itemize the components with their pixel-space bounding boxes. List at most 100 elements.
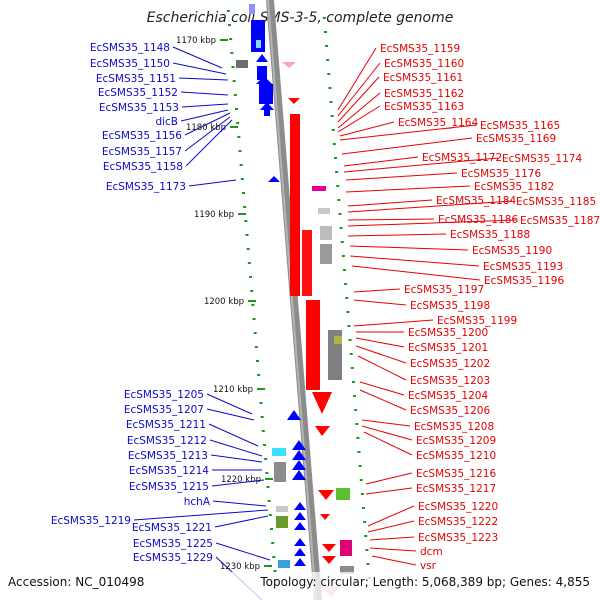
gene-arrow-forward: [256, 76, 272, 84]
gene-label[interactable]: dcm: [420, 546, 443, 558]
gene-label[interactable]: EcSMS35_1150: [90, 58, 170, 70]
gene-label[interactable]: EcSMS35_1148: [90, 42, 170, 54]
gene-label[interactable]: EcSMS35_1201: [408, 342, 488, 354]
gene-label[interactable]: EcSMS35_1197: [404, 284, 484, 296]
gene-label[interactable]: EcSMS35_1205: [124, 389, 204, 401]
gene-block-forward: [251, 20, 265, 52]
ring-tick-dot: [245, 234, 249, 236]
gene-label[interactable]: EcSMS35_1187: [520, 215, 600, 227]
gene-label[interactable]: EcSMS35_1213: [128, 450, 208, 462]
gene-label[interactable]: EcSMS35_1217: [416, 483, 496, 495]
gene-label[interactable]: EcSMS35_1184: [436, 195, 516, 207]
tick-label: 1170 kbp: [176, 36, 216, 46]
gene-label[interactable]: EcSMS35_1162: [384, 88, 464, 100]
gene-label[interactable]: EcSMS35_1206: [410, 405, 490, 417]
ring-tick-dot: [342, 269, 346, 271]
gene-label[interactable]: EcSMS35_1169: [476, 133, 556, 145]
ring-tick-dot: [243, 206, 247, 208]
gene-label[interactable]: EcSMS35_1174: [502, 153, 582, 165]
gene-label[interactable]: EcSMS35_1160: [384, 58, 464, 70]
gene-label[interactable]: EcSMS35_1163: [384, 101, 464, 113]
ring-tick-dot: [355, 423, 359, 425]
genome-backbone: [266, 0, 322, 600]
gene-label[interactable]: dicB: [155, 116, 178, 128]
gene-block-reverse: [340, 540, 352, 556]
gene-label[interactable]: EcSMS35_1188: [450, 229, 530, 241]
gene-label[interactable]: EcSMS35_1165: [480, 120, 560, 132]
ring-tick-dot: [326, 59, 330, 61]
gene-label[interactable]: EcSMS35_1221: [132, 522, 212, 534]
gene-label[interactable]: EcSMS35_1216: [416, 468, 496, 480]
gene-label[interactable]: EcSMS35_1200: [408, 327, 488, 339]
gene-label[interactable]: EcSMS35_1186: [438, 214, 518, 226]
gene-label[interactable]: EcSMS35_1220: [418, 501, 498, 513]
gene-label[interactable]: EcSMS35_1164: [398, 117, 478, 129]
gene-arrow-reverse: [315, 426, 330, 436]
gene-arrow-forward: [292, 440, 306, 450]
gene-label[interactable]: EcSMS35_1153: [99, 102, 179, 114]
ring-tick-dot: [322, 17, 326, 19]
gene-label[interactable]: EcSMS35_1210: [416, 450, 496, 462]
gene-label[interactable]: vsr: [420, 560, 437, 572]
gene-label[interactable]: EcSMS35_1202: [410, 358, 490, 370]
gene-label[interactable]: EcSMS35_1157: [102, 146, 182, 158]
ring-tick-dot: [247, 262, 251, 264]
gene-label[interactable]: EcSMS35_1222: [418, 516, 498, 528]
gene-arrow-forward: [260, 102, 274, 110]
gene-arrow-reverse: [320, 514, 330, 520]
gene-label[interactable]: hchA: [184, 496, 211, 508]
gene-label[interactable]: EcSMS35_1161: [383, 72, 463, 84]
gene-label[interactable]: EcSMS35_1207: [124, 404, 204, 416]
gene-label[interactable]: EcSMS35_1204: [408, 390, 488, 402]
ring-tick-dot: [325, 45, 329, 47]
gene-arrow-forward: [292, 470, 306, 480]
gene-label[interactable]: EcSMS35_1156: [102, 130, 182, 142]
ring-tick-dot: [257, 374, 261, 376]
gene-label[interactable]: EcSMS35_1190: [472, 245, 552, 257]
gene-block-forward: [249, 4, 255, 14]
accession-text: Accession: NC_010498: [8, 575, 144, 589]
gene-label[interactable]: EcSMS35_1229: [133, 552, 213, 564]
gene-arrow-forward: [268, 176, 280, 182]
gene-block-forward: [259, 84, 273, 104]
gene-arrow-reverse: [322, 556, 336, 564]
gene-label[interactable]: EcSMS35_1225: [133, 538, 213, 550]
gene-label[interactable]: EcSMS35_1182: [474, 181, 554, 193]
gene-label[interactable]: EcSMS35_1151: [96, 73, 176, 85]
gene-label[interactable]: EcSMS35_1176: [461, 168, 541, 180]
gene-label[interactable]: EcSMS35_1198: [410, 300, 490, 312]
ring-tick-dot: [266, 486, 270, 488]
gene-label[interactable]: EcSMS35_1199: [437, 315, 517, 327]
gene-label[interactable]: EcSMS35_1185: [516, 196, 596, 208]
gene-label[interactable]: EcSMS35_1159: [380, 43, 460, 55]
gene-label[interactable]: EcSMS35_1215: [129, 481, 209, 493]
gene-arrow-forward: [294, 512, 306, 520]
gene-label[interactable]: EcSMS35_1193: [483, 261, 563, 273]
footer-background: [0, 572, 600, 600]
ring-tick-dot: [251, 304, 255, 306]
ring-tick-dot: [271, 542, 275, 544]
gene-label[interactable]: EcSMS35_1219: [51, 515, 131, 527]
gene-block-forward: [257, 66, 267, 80]
ring-tick-dot: [345, 297, 349, 299]
gene-label[interactable]: EcSMS35_1158: [103, 161, 183, 173]
gene-label[interactable]: EcSMS35_1211: [126, 419, 206, 431]
gene-label[interactable]: EcSMS35_1214: [129, 465, 209, 477]
ring-tick-dot: [256, 360, 259, 362]
ring-tick-dot: [229, 38, 233, 40]
gene-label[interactable]: EcSMS35_1196: [484, 275, 564, 287]
gene-label[interactable]: EcSMS35_1223: [418, 532, 498, 544]
gene-label[interactable]: EcSMS35_1208: [414, 421, 494, 433]
ring-tick-dot: [335, 171, 339, 173]
tick-label: 1230 kbp: [220, 562, 260, 572]
ring-tick-dot: [231, 66, 235, 68]
gene-label[interactable]: EcSMS35_1152: [98, 87, 178, 99]
gene-label[interactable]: EcSMS35_1173: [106, 181, 186, 193]
gene-label[interactable]: EcSMS35_1212: [127, 435, 207, 447]
ring-tick-dot: [246, 248, 250, 250]
gene-label[interactable]: EcSMS35_1209: [416, 435, 496, 447]
ring-tick-dot: [351, 381, 355, 383]
ring-tick-dot: [330, 115, 334, 117]
gene-label[interactable]: EcSMS35_1172: [422, 152, 502, 164]
gene-label[interactable]: EcSMS35_1203: [410, 375, 490, 387]
